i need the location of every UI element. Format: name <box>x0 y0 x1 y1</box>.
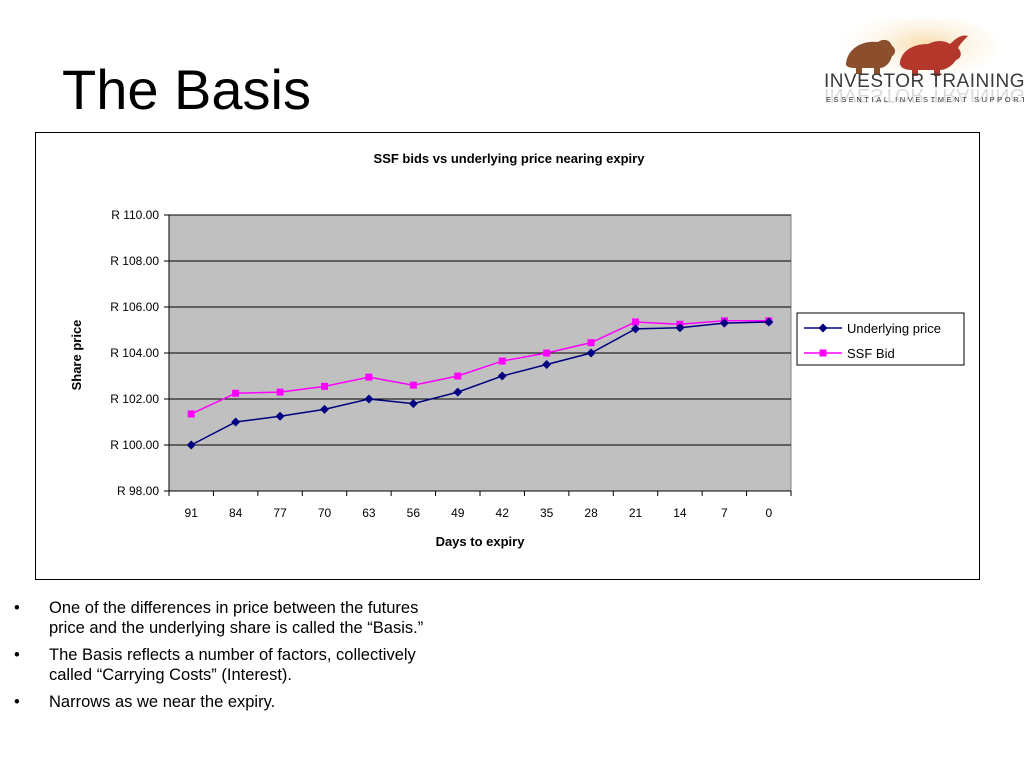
data-point <box>497 371 507 381</box>
x-tick-label: 63 <box>362 506 376 520</box>
x-tick-label: 14 <box>673 506 687 520</box>
data-point <box>631 324 640 334</box>
y-tick-label: R 106.00 <box>110 300 159 314</box>
legend-marker <box>818 323 828 333</box>
data-point <box>675 323 685 333</box>
data-point <box>231 417 241 427</box>
series-line <box>190 321 769 446</box>
data-point <box>321 382 328 390</box>
x-tick-label: 0 <box>765 506 772 520</box>
data-point <box>365 373 373 381</box>
data-point <box>320 404 329 414</box>
legend-label: SSF Bid <box>847 346 895 361</box>
x-tick-label: 49 <box>451 506 465 520</box>
series-group <box>186 317 774 450</box>
bullet-dot-icon: • <box>14 693 20 711</box>
data-point <box>275 411 285 421</box>
y-axis-label: Share price <box>69 320 84 391</box>
data-point <box>187 410 195 418</box>
data-point <box>408 399 418 409</box>
gridlines <box>169 214 791 446</box>
data-point <box>364 394 374 404</box>
x-tick-label: 21 <box>629 506 643 520</box>
x-tick-label: 28 <box>584 506 598 520</box>
data-point <box>543 349 551 357</box>
y-tick-label: R 110.00 <box>111 208 159 222</box>
logo-wordmark: INVESTOR TRAINING <box>824 71 1024 92</box>
bullet-item: • The Basis reflects a number of factors,… <box>10 645 430 685</box>
x-tick-label: 7 <box>721 506 728 520</box>
chart-title: SSF bids vs underlying price nearing exp… <box>374 151 646 166</box>
logo-tagline: ESSENTIAL INVESTMENT SUPPORT <box>826 95 1024 104</box>
y-tick-label: R 100.00 <box>110 438 159 452</box>
data-point <box>764 317 774 327</box>
data-point <box>453 387 463 397</box>
y-tick-label: R 102.00 <box>110 392 159 406</box>
data-point <box>632 318 639 326</box>
line-chart: SSF bids vs underlying price nearing exp… <box>69 151 965 549</box>
data-point <box>586 348 596 358</box>
data-point <box>409 381 417 389</box>
bullet-dot-icon: • <box>14 599 20 617</box>
data-point <box>186 440 196 450</box>
data-point <box>232 389 240 397</box>
x-tick-label: 77 <box>273 506 287 520</box>
y-tick-label: R 108.00 <box>110 254 159 268</box>
data-point <box>454 372 462 380</box>
x-axis-label: Days to expiry <box>436 534 526 549</box>
x-tick-label: 56 <box>407 506 421 520</box>
slide-title: The Basis <box>62 58 311 121</box>
bullet-text: Narrows as we near the expiry. <box>49 693 276 711</box>
bullet-text: One of the differences in price between … <box>49 599 424 637</box>
data-point <box>587 339 595 347</box>
series-line <box>190 320 769 415</box>
investor-training-logo <box>818 14 1014 110</box>
bull-bear-logo-icon <box>838 14 998 82</box>
axes: R 98.00 R 100.00 R 102.00 R 104.00 R 106.00 R… <box>110 208 792 520</box>
y-tick-label: R 98.00 <box>117 484 159 498</box>
data-point <box>719 318 729 328</box>
legend: Underlying price SSF Bid <box>796 312 965 366</box>
data-point <box>276 388 284 396</box>
x-tick-label: 70 <box>318 506 332 520</box>
bullet-item: • Narrows as we near the expiry. <box>10 692 430 712</box>
bullet-text: The Basis reflects a number of factors, … <box>49 646 416 684</box>
x-tick-label: 84 <box>229 506 243 520</box>
x-tick-label: 91 <box>185 506 199 520</box>
chart-frame: SSF bids vs underlying price nearing exp… <box>35 132 980 580</box>
bullet-list: • One of the differences in price between… <box>10 598 430 719</box>
bullet-dot-icon: • <box>14 646 20 664</box>
legend-label: Underlying price <box>847 321 941 336</box>
data-point <box>542 360 552 369</box>
y-tick-label: R 104.00 <box>110 346 159 360</box>
x-tick-label: 42 <box>496 506 510 520</box>
x-tick-label: 35 <box>540 506 554 520</box>
bullet-item: • One of the differences in price between… <box>10 598 430 638</box>
data-point <box>498 357 506 365</box>
legend-marker <box>819 349 827 357</box>
